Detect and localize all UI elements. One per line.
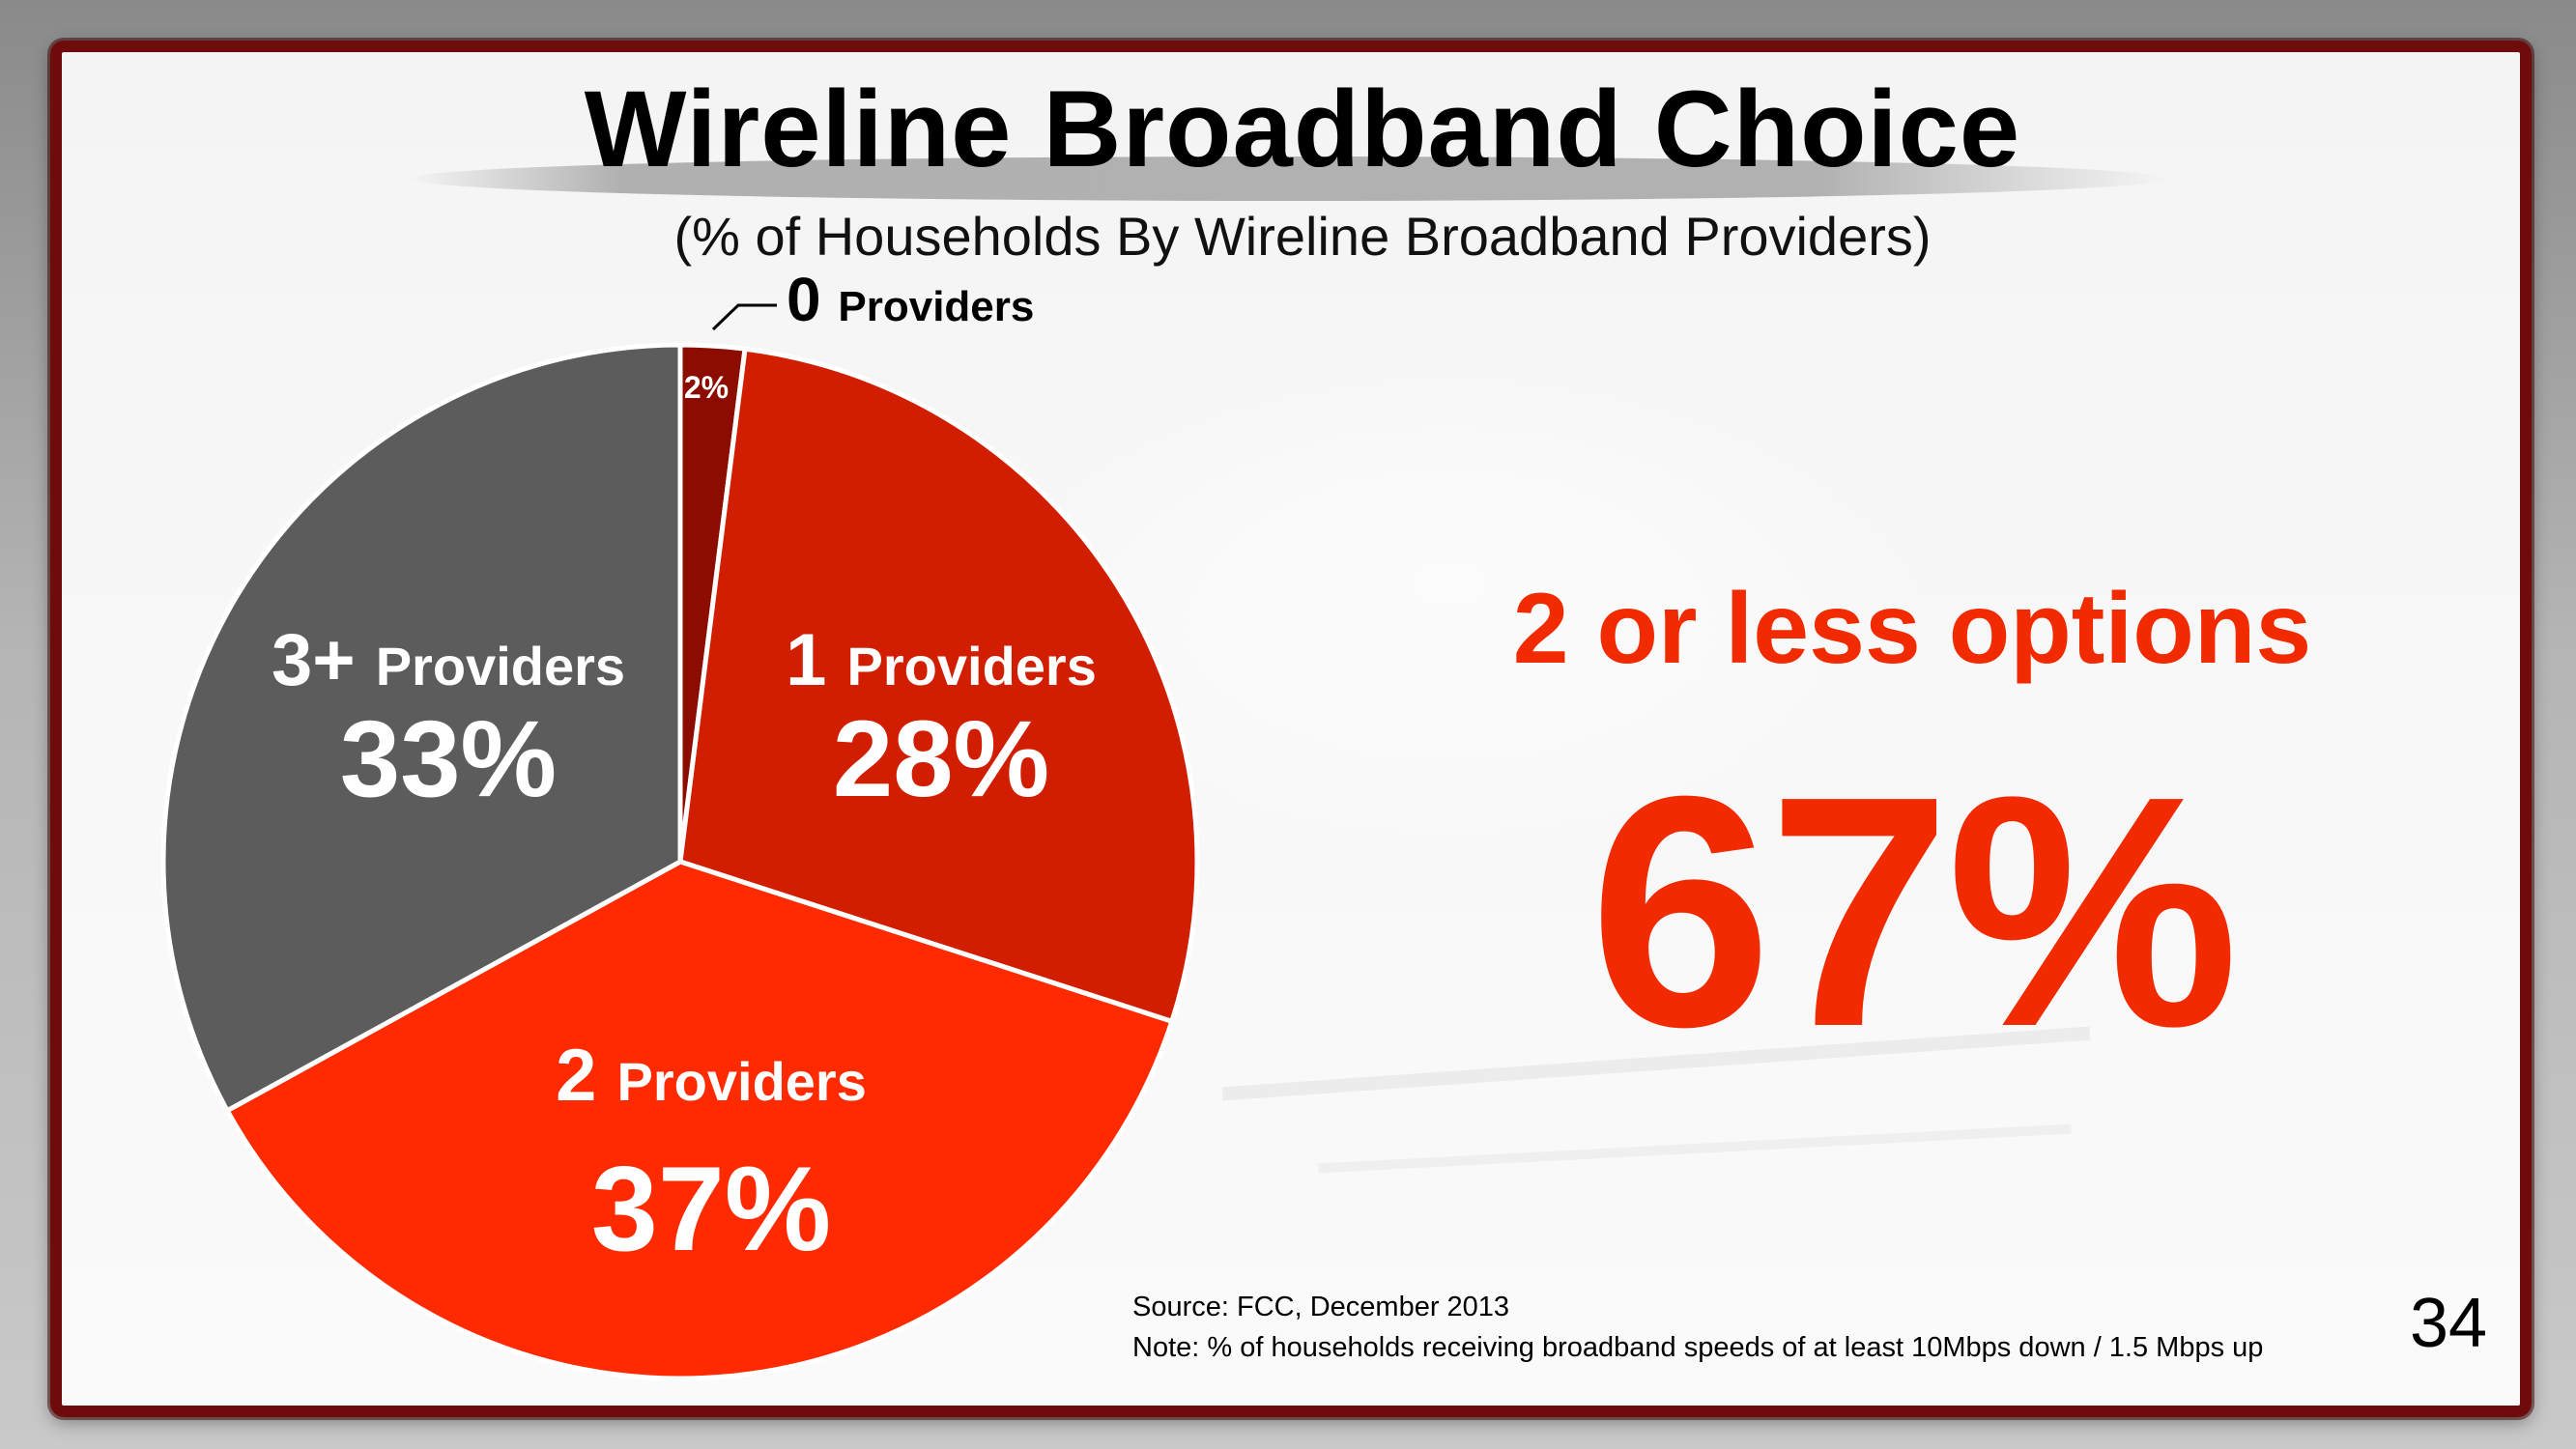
slice-label-0-providers: 0 Providers (787, 265, 1034, 334)
slide-subtitle: (% of Households By Wireline Broadband P… (673, 206, 1932, 267)
pie-slice-2-providers (224, 859, 1175, 1381)
slice-label-1-providers: 1 Providers (786, 619, 1097, 701)
source-line: Source: FCC, December 2013 (1132, 1292, 1510, 1322)
callout-value: 67% (1589, 728, 2240, 1095)
slice-value-0-providers: 2% (684, 370, 729, 405)
slice-value-1-providers: 28% (833, 698, 1049, 819)
slice-value-3plus-providers: 33% (340, 698, 557, 819)
source-note: Source: FCC, December 2013 Note: % of ho… (1132, 1287, 2263, 1368)
pie-slice-1-providers (677, 346, 1200, 1024)
leader-line-0-providers (711, 303, 777, 331)
slice-label-3plus-providers: 3+ Providers (272, 619, 625, 701)
pie-slice-3plus-providers (160, 342, 683, 1114)
slide-frame: Wireline Broadband Choice (% of Househol… (50, 41, 2532, 1417)
title-underline-brush (410, 156, 2168, 201)
page-number: 34 (2410, 1285, 2488, 1362)
slide-title: Wireline Broadband Choice (584, 69, 2021, 189)
callout-label: 2 or less options (1512, 573, 2312, 685)
note-line: Note: % of households receiving broadban… (1132, 1332, 2264, 1364)
slice-value-2-providers: 37% (591, 1143, 831, 1276)
slice-label-2-providers: 2 Providers (556, 1035, 867, 1117)
